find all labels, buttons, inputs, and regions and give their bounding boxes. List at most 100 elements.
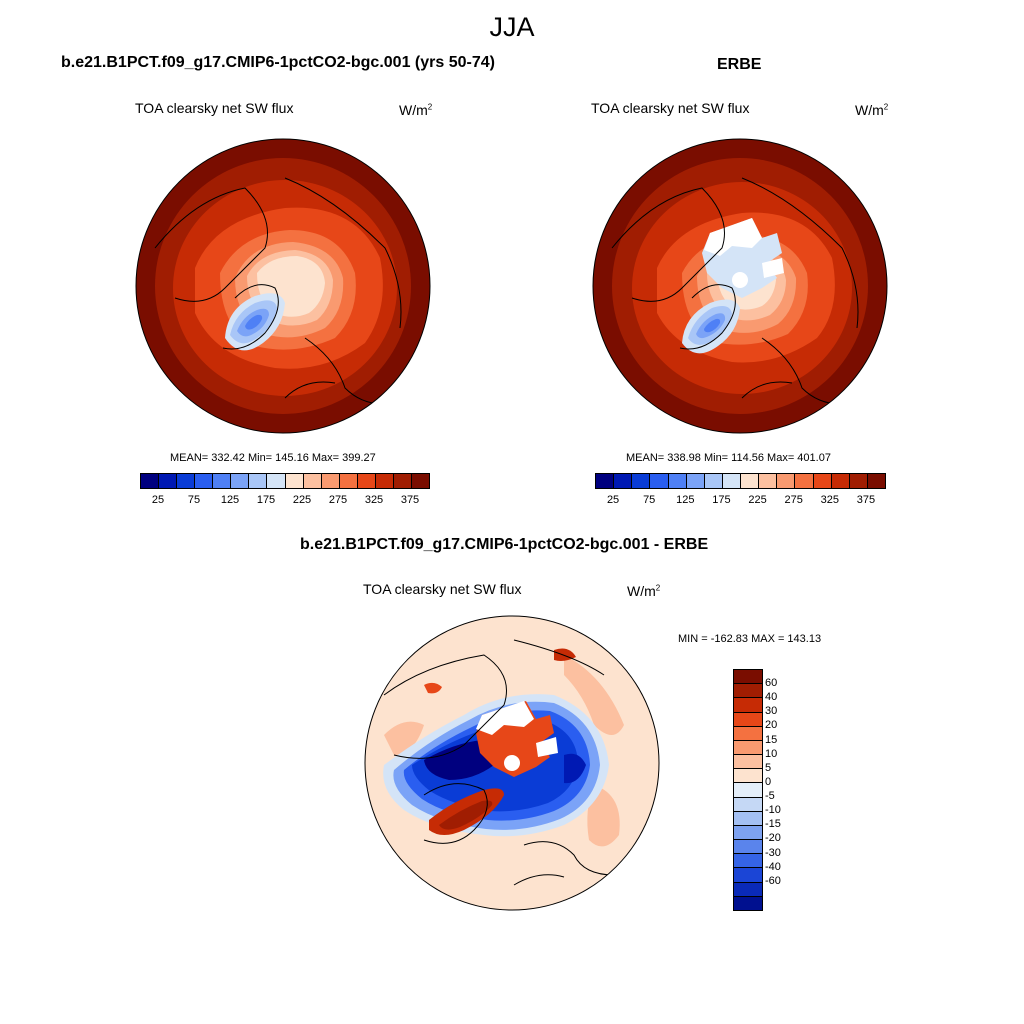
colorbar-diff [733, 669, 763, 911]
colorbar-tick-label: 175 [256, 494, 276, 506]
colorbar-swatch [734, 854, 762, 869]
colorbar-tick-label: 125 [676, 494, 695, 506]
colorbar-swatch [159, 474, 178, 488]
colorbar-swatch [831, 474, 850, 488]
colorbar-swatch [734, 783, 762, 798]
colorbar-swatch [813, 474, 832, 488]
colorbar-tick-label: -5 [765, 790, 775, 803]
colorbar-swatch [777, 474, 796, 488]
panel-obs-units: W/m2 [855, 102, 889, 118]
colorbar-tick-label: -10 [765, 804, 781, 817]
colorbar-model-ticks: 25 75 125 175 225 275 325 375 [140, 494, 428, 508]
colorbar-swatch [741, 474, 760, 488]
colorbar-swatch [393, 474, 412, 488]
colorbar-swatch [734, 755, 762, 770]
colorbar-swatch [734, 769, 762, 784]
colorbar-tick-label: -30 [765, 846, 781, 859]
colorbar-swatch [632, 474, 651, 488]
colorbar-swatch [734, 740, 762, 756]
colorbar-diff-ticks: 60 40 30 20 15 10 5 0 -5 -10 -15 -20 -30 -40 -60 [765, 669, 805, 909]
colorbar-swatch [321, 474, 340, 488]
panel-obs-title: ERBE [717, 56, 762, 73]
colorbar-swatch [686, 474, 705, 488]
colorbar-swatch [195, 474, 214, 488]
colorbar-model [140, 473, 430, 489]
colorbar-tick-label: 125 [220, 494, 240, 506]
colorbar-swatch [177, 474, 196, 488]
colorbar-swatch [734, 868, 762, 883]
panel-diff-units: W/m2 [627, 583, 661, 599]
colorbar-swatch [734, 882, 762, 897]
colorbar-tick-label: 75 [187, 494, 201, 506]
colorbar-tick-label: -60 [765, 874, 781, 887]
colorbar-swatch [231, 474, 250, 488]
panel-model-stats: MEAN= 332.42 Min= 145.16 Max= 399.27 [170, 452, 376, 464]
colorbar-tick-label: 175 [712, 494, 731, 506]
colorbar-tick-label: 325 [364, 494, 384, 506]
colorbar-tick-label: 30 [765, 705, 778, 718]
colorbar-swatch [734, 896, 762, 910]
colorbar-tick-label: 5 [765, 761, 772, 774]
colorbar-swatch [734, 670, 762, 685]
colorbar-tick-label: 275 [328, 494, 348, 506]
colorbar-swatch [668, 474, 687, 488]
colorbar-tick-label: 10 [765, 747, 778, 760]
colorbar-swatch [267, 474, 286, 488]
colorbar-tick-label: 375 [856, 494, 876, 506]
colorbar-swatch [734, 840, 762, 855]
colorbar-tick-label: 325 [820, 494, 839, 506]
colorbar-tick-label: 0 [765, 775, 772, 788]
colorbar-tick-label: -15 [765, 818, 781, 831]
colorbar-tick-label: 75 [643, 494, 656, 506]
panel-model-title: b.e21.B1PCT.f09_g17.CMIP6-1pctCO2-bgc.00… [61, 54, 495, 71]
panel-model-variable: TOA clearsky net SW flux [135, 100, 294, 116]
colorbar-swatch [596, 474, 615, 488]
colorbar-tick-label: 60 [765, 677, 778, 690]
panel-diff-stats: MIN = -162.83 MAX = 143.13 [678, 633, 822, 645]
colorbar-swatch [303, 474, 322, 488]
colorbar-swatch [411, 474, 429, 488]
colorbar-tick-label: -20 [765, 832, 781, 845]
colorbar-swatch [339, 474, 358, 488]
colorbar-swatch [213, 474, 232, 488]
colorbar-swatch [614, 474, 633, 488]
colorbar-swatch [722, 474, 741, 488]
colorbar-swatch [734, 726, 762, 741]
colorbar-tick-label: -40 [765, 860, 781, 873]
colorbar-swatch [849, 474, 868, 488]
panel-obs-variable: TOA clearsky net SW flux [591, 100, 750, 116]
panel-model-units: W/m2 [399, 102, 433, 118]
polar-map-model [135, 138, 431, 434]
colorbar-swatch [285, 474, 304, 488]
colorbar-tick-label: 40 [765, 691, 778, 704]
polar-map-obs [592, 138, 888, 434]
colorbar-tick-label: 225 [748, 494, 767, 506]
colorbar-swatch [734, 712, 762, 727]
colorbar-tick-label: 275 [784, 494, 803, 506]
season-title: JJA [489, 12, 535, 42]
colorbar-swatch [650, 474, 669, 488]
panel-diff-variable: TOA clearsky net SW flux [363, 581, 522, 597]
colorbar-tick-label: 15 [765, 733, 778, 746]
polar-map-diff [364, 615, 660, 911]
colorbar-tick-label: 225 [292, 494, 312, 506]
colorbar-obs [595, 473, 886, 489]
colorbar-obs-ticks: 25 75 125 175 225 275 325 375 [595, 494, 884, 508]
colorbar-swatch [249, 474, 268, 488]
colorbar-tick-label: 20 [765, 719, 778, 732]
colorbar-swatch [734, 825, 762, 841]
panel-diff-title: b.e21.B1PCT.f09_g17.CMIP6-1pctCO2-bgc.00… [300, 536, 709, 553]
colorbar-swatch [141, 474, 160, 488]
colorbar-tick-label: 25 [151, 494, 165, 506]
colorbar-tick-label: 25 [606, 494, 620, 506]
colorbar-swatch [734, 684, 762, 699]
colorbar-swatch [375, 474, 394, 488]
colorbar-swatch [734, 698, 762, 713]
colorbar-swatch [357, 474, 376, 488]
panel-obs-stats: MEAN= 338.98 Min= 114.56 Max= 401.07 [626, 452, 831, 464]
colorbar-swatch [734, 797, 762, 812]
colorbar-swatch [795, 474, 814, 488]
colorbar-swatch [867, 474, 885, 488]
colorbar-swatch [734, 811, 762, 826]
colorbar-swatch [759, 474, 778, 488]
